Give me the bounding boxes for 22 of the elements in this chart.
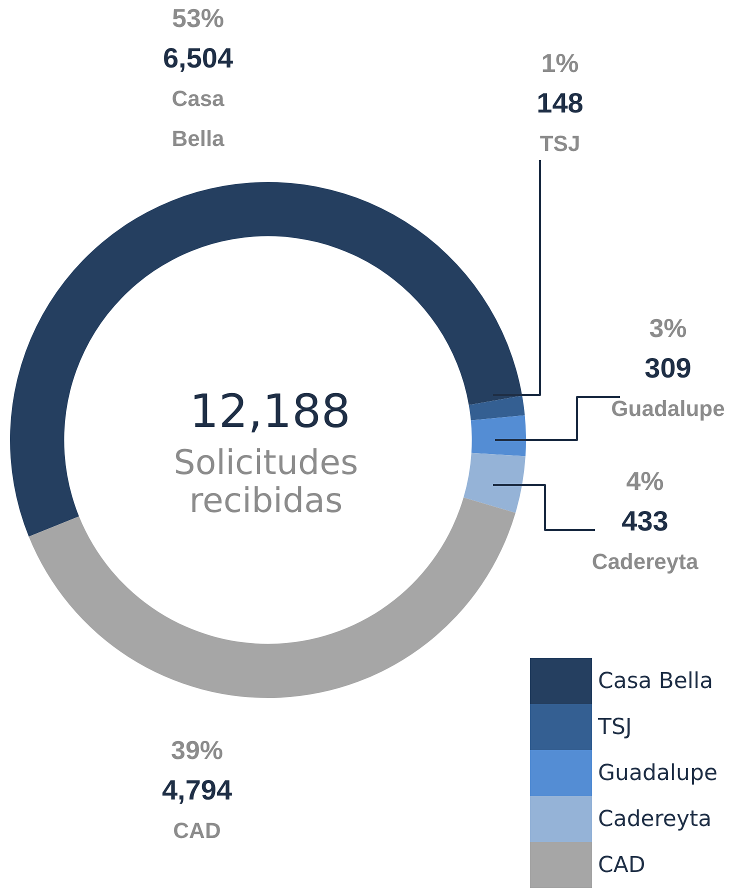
slice-label: Casa Bella: [172, 86, 226, 152]
legend-label: Casa Bella: [598, 668, 714, 694]
legend-label: TSJ: [598, 714, 632, 740]
legend-label: Cadereyta: [598, 806, 712, 832]
legend-label: Guadalupe: [598, 760, 718, 786]
slice-label: Guadalupe: [611, 396, 725, 422]
text: 12,188: [190, 384, 350, 438]
data-label: 433: [622, 506, 668, 537]
slice-label: Cadereyta: [592, 549, 699, 574]
slice-label: TSJ: [540, 131, 580, 156]
data-label: 4,794: [162, 774, 232, 806]
text: 53%: [172, 3, 224, 34]
text: 1%: [541, 48, 579, 78]
data-label: 148: [536, 88, 584, 119]
text: 39%: [170, 735, 224, 766]
data-label: 6,504: [162, 42, 234, 74]
text: 4%: [626, 466, 664, 496]
slice-label: CAD: [173, 818, 221, 844]
legend-label: CAD: [598, 852, 646, 878]
data-label: 309: [644, 352, 692, 384]
text: Solicitudes recibidas: [174, 442, 358, 521]
text: 3%: [649, 313, 687, 344]
